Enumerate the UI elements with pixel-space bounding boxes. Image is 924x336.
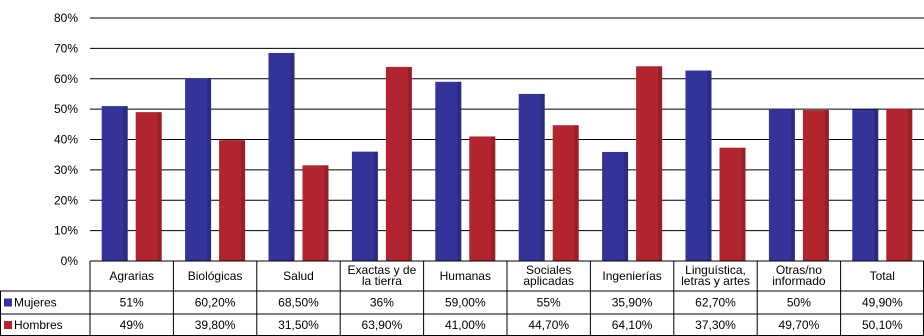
category-label: la tierra: [362, 274, 402, 288]
data-label: 55%: [537, 296, 561, 310]
data-label: 31,50%: [278, 318, 319, 332]
bar-hombres: [886, 108, 913, 261]
category-label: informado: [772, 274, 826, 288]
category-label: Salud: [283, 269, 314, 283]
y-tick-label: 50%: [54, 102, 78, 116]
y-tick-label: 0%: [61, 254, 79, 268]
bar-mujeres: [185, 78, 212, 261]
bar-hombres: [636, 66, 663, 261]
data-label: 37,30%: [695, 318, 736, 332]
data-label: 49%: [120, 318, 144, 332]
data-label: 63,90%: [362, 318, 403, 332]
category-label: Linguística,: [685, 263, 746, 277]
bar-hombres: [552, 125, 579, 261]
bar-shade: [790, 109, 795, 261]
bar-shade: [824, 110, 829, 261]
bar-shade: [624, 151, 629, 261]
data-label: 68,50%: [278, 296, 319, 310]
bar-shade: [241, 140, 246, 261]
y-tick-label: 30%: [54, 163, 78, 177]
category-label: Total: [870, 269, 895, 283]
bar-shade: [658, 66, 663, 261]
category-label: Otras/no: [776, 263, 822, 277]
data-label: 59,00%: [445, 296, 486, 310]
bar-mujeres: [602, 151, 629, 261]
category-label: Exactas y de: [348, 263, 417, 277]
y-tick-label: 40%: [54, 133, 78, 147]
data-label: 51%: [120, 296, 144, 310]
gridlines: [90, 17, 924, 232]
y-axis: 0% 10% 20% 30% 40% 50% 60% 70% 80%: [54, 11, 78, 268]
data-label: 50%: [787, 296, 811, 310]
bar-hombres: [219, 140, 246, 261]
bar-hombres: [719, 147, 746, 261]
bar-hombres: [469, 136, 496, 261]
bar-shade: [457, 81, 462, 261]
bar-shade: [574, 125, 579, 261]
bar-shade: [908, 108, 913, 261]
bar-shade: [324, 165, 329, 261]
data-label: 35,90%: [612, 296, 653, 310]
bar-mujeres: [518, 93, 545, 261]
legend-swatch: [4, 298, 12, 307]
data-label: 36%: [370, 296, 394, 310]
bar-mujeres: [268, 52, 295, 262]
category-label: Biológicas: [188, 269, 243, 283]
bar-mujeres: [685, 70, 712, 261]
data-label: 41,00%: [445, 318, 486, 332]
bar-shade: [540, 93, 545, 261]
category-label: Agrarias: [109, 269, 154, 283]
category-label: Sociales: [526, 263, 571, 277]
y-tick-label: 60%: [54, 72, 78, 86]
bar-shade: [707, 70, 712, 261]
category-label: aplicadas: [523, 274, 574, 288]
data-label: 60,20%: [195, 296, 236, 310]
bar-shade: [491, 136, 496, 261]
bar-hombres: [385, 66, 412, 261]
bar-shade: [874, 109, 879, 262]
bar-shade: [290, 52, 295, 262]
bar-mujeres: [852, 109, 879, 262]
bar-shade: [123, 106, 128, 262]
bar-hombres: [302, 165, 329, 261]
bar-hombres: [802, 110, 829, 261]
bar-shade: [207, 78, 212, 261]
data-label: 49,90%: [862, 296, 903, 310]
bars: [101, 52, 913, 262]
legend-swatch: [4, 321, 12, 329]
bar-mujeres: [351, 151, 378, 261]
data-label: 39,80%: [195, 318, 236, 332]
y-tick-label: 20%: [54, 193, 78, 207]
bar-shade: [407, 66, 412, 261]
y-tick-label: 10%: [54, 224, 78, 238]
category-label: letras y artes: [681, 274, 750, 288]
data-label: 50,10%: [862, 318, 903, 332]
data-label: 64,10%: [612, 318, 653, 332]
bar-shade: [373, 151, 378, 261]
bar-mujeres: [768, 109, 795, 261]
data-label: 44,70%: [528, 318, 569, 332]
y-tick-label: 80%: [54, 11, 78, 25]
category-label: Humanas: [440, 269, 491, 283]
bar-shade: [157, 112, 162, 261]
bar-mujeres: [101, 106, 128, 262]
bar-hombres: [135, 112, 162, 261]
bar-mujeres: [435, 81, 462, 261]
data-label: 62,70%: [695, 296, 736, 310]
legend-label: Hombres: [14, 318, 63, 332]
category-label: Ingenierías: [602, 269, 661, 283]
bar-shade: [741, 147, 746, 261]
data-label: 49,70%: [779, 318, 820, 332]
y-tick-label: 70%: [54, 41, 78, 55]
legend-label: Mujeres: [14, 296, 57, 310]
